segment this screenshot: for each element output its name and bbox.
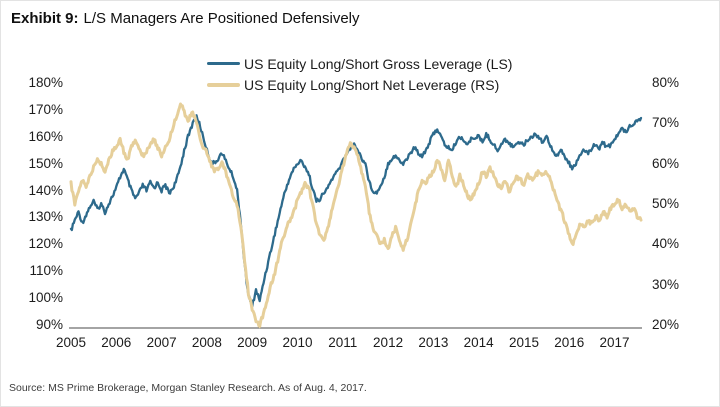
year-tick-2015: 2015 [508,335,539,350]
year-tick-2016: 2016 [554,335,585,350]
net-leverage-line [69,102,643,329]
year-tick-2007: 2007 [146,335,177,350]
source-note: Source: MS Prime Brokerage, Morgan Stanl… [9,382,367,394]
year-tick-2010: 2010 [282,335,313,350]
year-tick-2012: 2012 [373,335,404,350]
year-tick-2006: 2006 [101,335,132,350]
right-tick-80: 80% [652,75,680,90]
exhibit-title-text: L/S Managers Are Positioned Defensively [83,10,360,27]
legend-label-gross: US Equity Long/Short Gross Leverage (LS) [244,55,513,72]
legend-item-gross: US Equity Long/Short Gross Leverage (LS) [207,53,512,74]
year-tick-2011: 2011 [328,335,358,350]
left-tick-130: 130% [28,209,63,225]
gross-leverage-line-swatch [207,62,240,65]
year-tick-2009: 2009 [237,335,268,350]
year-tick-2014: 2014 [463,335,494,350]
legend-item-net: US Equity Long/Short Net Leverage (RS) [207,74,512,95]
right-tick-50: 50% [652,196,680,211]
year-tick-2005: 2005 [55,335,87,350]
year-tick-2017: 2017 [599,335,630,350]
year-tick-2008: 2008 [191,335,222,350]
left-tick-120: 120% [28,236,63,252]
left-tick-90: 90% [35,317,63,332]
exhibit-title: Exhibit 9: L/S Managers Are Positioned De… [11,10,360,27]
right-tick-20: 20% [652,317,680,332]
right-tick-60: 60% [652,155,680,171]
legend: US Equity Long/Short Gross Leverage (LS)… [207,53,512,95]
right-tick-70: 70% [652,115,680,131]
left-tick-180: 180% [28,75,63,90]
left-tick-100: 100% [28,290,63,306]
left-tick-110: 110% [29,263,63,279]
left-tick-150: 150% [28,155,63,171]
net-leverage-line-swatch [207,82,240,87]
right-tick-40: 40% [652,236,680,252]
legend-label-net: US Equity Long/Short Net Leverage (RS) [244,76,500,93]
exhibit-number: Exhibit 9: [11,10,79,27]
left-tick-170: 170% [28,101,63,117]
right-tick-30: 30% [652,276,680,292]
year-tick-2013: 2013 [418,335,449,350]
left-tick-160: 160% [28,128,63,144]
left-tick-140: 140% [28,182,63,198]
